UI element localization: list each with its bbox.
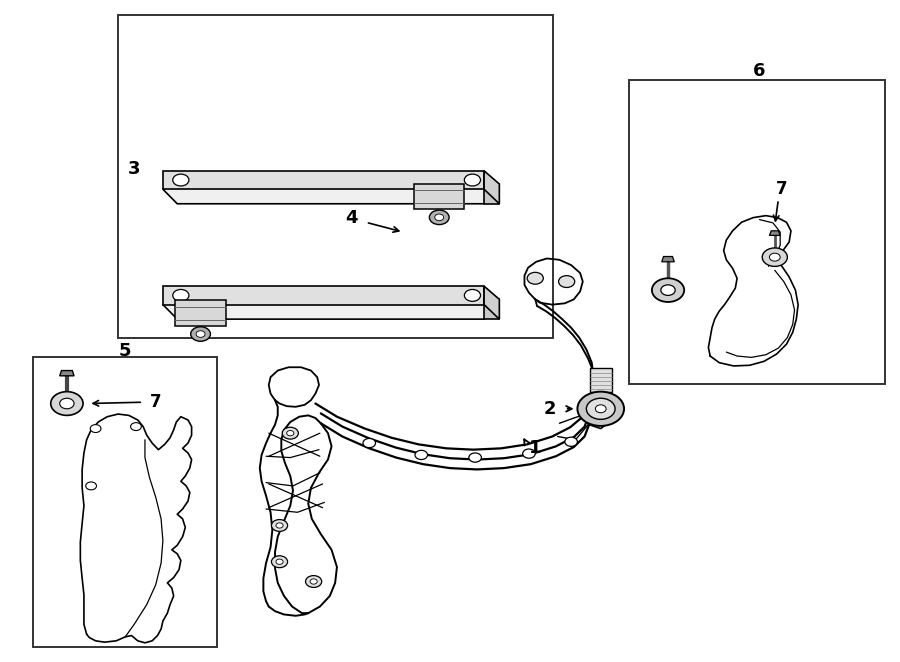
Circle shape <box>770 253 780 261</box>
Circle shape <box>191 327 211 342</box>
Circle shape <box>276 523 284 528</box>
Text: 7: 7 <box>776 180 788 198</box>
Circle shape <box>310 579 317 584</box>
Polygon shape <box>770 231 780 236</box>
Text: 7: 7 <box>150 393 161 411</box>
Circle shape <box>287 430 294 436</box>
Circle shape <box>523 449 536 458</box>
Circle shape <box>429 210 449 224</box>
Text: 6: 6 <box>753 62 766 79</box>
Polygon shape <box>414 183 464 209</box>
Circle shape <box>276 559 284 565</box>
Circle shape <box>363 438 375 448</box>
Circle shape <box>464 289 481 301</box>
Text: 1: 1 <box>529 440 542 457</box>
Circle shape <box>59 399 74 409</box>
Polygon shape <box>163 184 500 204</box>
Circle shape <box>86 482 96 490</box>
Circle shape <box>415 450 428 459</box>
Circle shape <box>173 289 189 301</box>
Polygon shape <box>484 171 500 204</box>
Polygon shape <box>662 256 674 261</box>
Circle shape <box>587 399 615 419</box>
Circle shape <box>90 424 101 432</box>
Circle shape <box>652 278 684 302</box>
Text: 3: 3 <box>128 160 140 179</box>
Polygon shape <box>484 299 500 319</box>
Circle shape <box>435 214 444 220</box>
Circle shape <box>305 575 321 587</box>
Text: 4: 4 <box>345 209 357 226</box>
Circle shape <box>596 405 606 412</box>
Polygon shape <box>59 371 74 376</box>
Circle shape <box>464 174 481 186</box>
Circle shape <box>283 427 299 439</box>
Circle shape <box>50 392 83 415</box>
Polygon shape <box>484 184 500 204</box>
Text: 5: 5 <box>119 342 131 359</box>
Polygon shape <box>176 301 226 326</box>
Circle shape <box>527 272 544 284</box>
Polygon shape <box>163 299 500 319</box>
Text: 2: 2 <box>544 400 556 418</box>
Circle shape <box>762 248 788 266</box>
Circle shape <box>196 331 205 338</box>
Circle shape <box>272 556 288 567</box>
Bar <box>629 81 886 384</box>
Polygon shape <box>163 171 484 189</box>
Circle shape <box>559 275 575 287</box>
Circle shape <box>130 422 141 430</box>
Bar <box>32 357 217 647</box>
Circle shape <box>272 520 288 532</box>
Polygon shape <box>590 368 611 392</box>
Circle shape <box>565 437 578 446</box>
Circle shape <box>173 174 189 186</box>
Circle shape <box>578 392 624 426</box>
Polygon shape <box>484 286 500 319</box>
Circle shape <box>661 285 675 295</box>
Polygon shape <box>163 286 484 305</box>
Circle shape <box>469 453 482 462</box>
Bar <box>118 15 554 338</box>
